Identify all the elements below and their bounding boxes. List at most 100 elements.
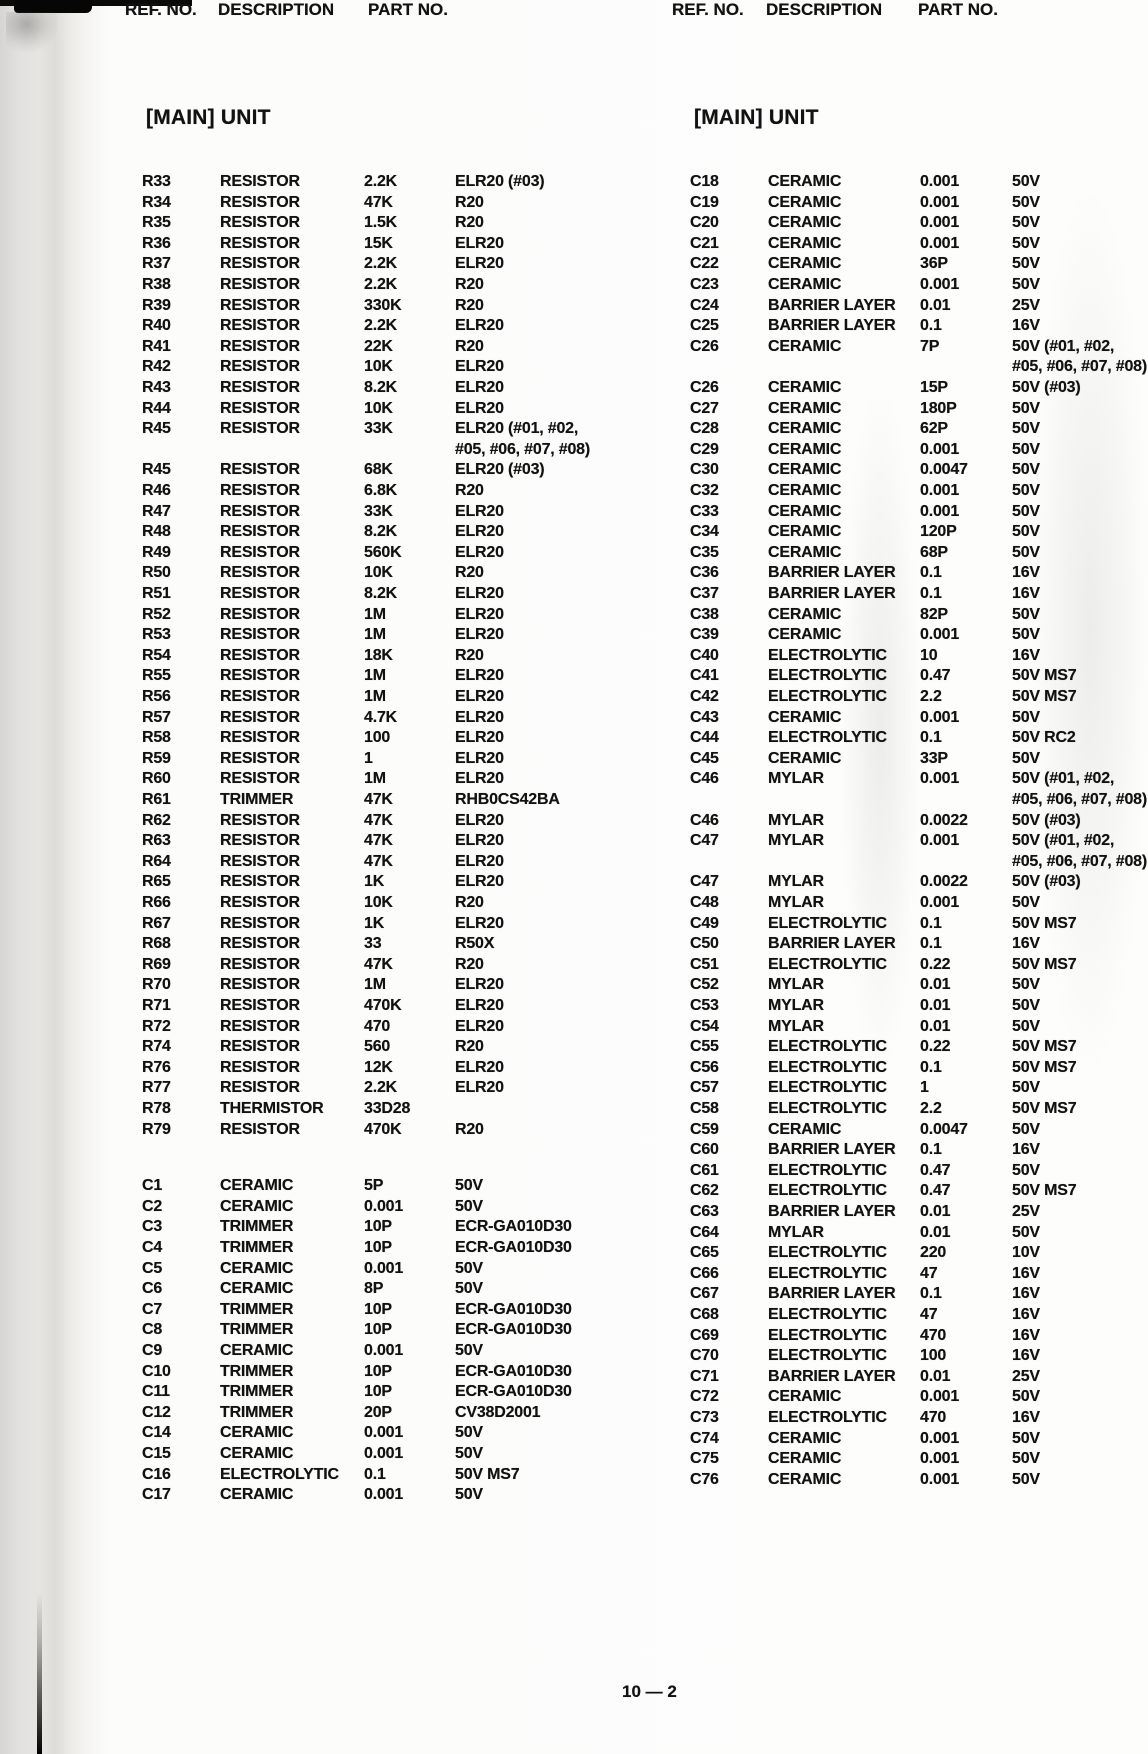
scan-bleedthrough — [1030, 180, 1148, 1080]
part-no-cell: 16V — [1012, 564, 1040, 582]
part-no-cell: 50V — [1012, 543, 1040, 561]
table-row: C38 CERAMIC 82P 50V — [0, 606, 1148, 627]
value-cell: 7P — [920, 337, 940, 355]
scan-bleedthrough — [840, 380, 920, 1080]
description-cell: RESISTOR — [220, 173, 300, 190]
description-cell: ELECTROLYTIC — [768, 1244, 887, 1262]
part-no-cell: ELR20 — [455, 770, 504, 788]
table-row: R48 RESISTOR 8.2K ELR20 — [0, 523, 1148, 544]
description-cell: CERAMIC — [768, 523, 842, 541]
table-row: C28 CERAMIC 62P 50V — [0, 420, 1148, 441]
ref-no-cell: C36 — [690, 564, 719, 582]
description-cell: CERAMIC — [768, 440, 842, 458]
value-cell: 0.001 — [920, 440, 960, 458]
ref-no-cell: R36 — [142, 234, 171, 252]
value-cell: 18K — [364, 646, 393, 664]
ref-no-cell: C68 — [690, 1306, 719, 1323]
table-row: C33 CERAMIC 0.001 50V — [0, 503, 1148, 524]
description-cell: CERAMIC — [768, 1470, 842, 1488]
table-row: C68 ELECTROLYTIC 47 16V — [0, 1306, 1148, 1327]
part-no-cell: 50V MS7 — [1012, 955, 1077, 973]
ref-no-cell: R51 — [142, 585, 171, 602]
part-no-cell: 50V — [1012, 523, 1040, 541]
part-no-cell: R20 — [455, 564, 484, 582]
value-cell: 1M — [364, 667, 386, 685]
ref-no-cell: C17 — [142, 1486, 171, 1504]
value-cell: 2.2 — [920, 1100, 942, 1117]
table-row: C75 CERAMIC 0.001 50V — [0, 1450, 1148, 1471]
description-cell: MYLAR — [768, 1223, 824, 1241]
description-cell: CERAMIC — [768, 379, 842, 396]
part-no-cell: 16V — [1012, 1141, 1040, 1159]
column-header-description: DESCRIPTION — [766, 0, 883, 19]
table-row: R69 RESISTOR 47K R20 — [0, 956, 1148, 977]
part-no-cell: 50V MS7 — [1012, 1038, 1077, 1056]
part-no-cell: 16V — [1012, 935, 1040, 953]
ref-no-cell: C56 — [690, 1058, 719, 1076]
ref-no-cell: R72 — [142, 1017, 171, 1035]
table-row: C12 TRIMMER 20P CV38D2001 — [0, 1404, 1148, 1425]
table-row: C74 CERAMIC 0.001 50V — [0, 1430, 1148, 1451]
part-no-cell: 50V — [1012, 749, 1040, 767]
part-no-cell: 50V — [1012, 605, 1040, 623]
ref-no-cell: C30 — [690, 461, 719, 479]
ref-no-cell: R79 — [142, 1120, 171, 1138]
ref-no-cell: C60 — [690, 1141, 719, 1159]
value-cell: 10P — [364, 1321, 392, 1339]
part-no-cell: 50V — [1012, 1017, 1040, 1035]
table-row: C60 BARRIER LAYER 0.1 16V — [0, 1141, 1148, 1162]
description-cell: TRIMMER — [220, 1362, 294, 1380]
description-cell: MYLAR — [768, 894, 824, 911]
part-no-cell: R20 — [455, 955, 484, 973]
value-cell: 0.1 — [920, 1141, 942, 1159]
ref-no-cell: C43 — [690, 708, 719, 726]
description-cell: RESISTOR — [220, 461, 300, 479]
table-row: R62 RESISTOR 47K ELR20 — [0, 812, 1148, 833]
table-row: C36 BARRIER LAYER 0.1 16V — [0, 564, 1148, 585]
value-cell: 1K — [364, 914, 385, 932]
table-row: C22 CERAMIC 36P 50V — [0, 255, 1148, 276]
ref-no-cell: C49 — [690, 914, 719, 932]
value-cell: 0.22 — [920, 1038, 951, 1056]
table-row: R59 RESISTOR 1 ELR20 — [0, 750, 1148, 771]
part-no-cell: R20 — [455, 337, 484, 355]
table-row: R77 RESISTOR 2.2K ELR20 — [0, 1079, 1148, 1100]
ref-no-cell: C69 — [690, 1326, 719, 1344]
part-no-cell: #05, #06, #07, #08) — [1012, 852, 1147, 870]
ref-no-cell: C26 — [690, 337, 719, 355]
description-cell: CERAMIC — [768, 214, 842, 232]
part-no-cell: 50V — [1012, 1470, 1040, 1488]
description-cell: RESISTOR — [220, 914, 300, 932]
ref-no-cell: C7 — [142, 1300, 163, 1318]
value-cell: 12K — [364, 1058, 393, 1076]
value-cell: 470 — [920, 1409, 947, 1426]
part-no-cell: 16V — [1012, 646, 1040, 664]
ref-no-cell: R44 — [142, 399, 171, 417]
ref-no-cell: C41 — [690, 667, 719, 685]
description-cell: ELECTROLYTIC — [768, 688, 887, 705]
part-no-cell: ELR20 (#03) — [455, 461, 545, 479]
table-row: R54 RESISTOR 18K R20 — [0, 647, 1148, 668]
ref-no-cell: R35 — [142, 214, 171, 232]
ref-no-cell: C16 — [142, 1465, 171, 1483]
description-cell: BARRIER LAYER — [768, 1285, 896, 1303]
description-cell: CERAMIC — [220, 1424, 294, 1442]
ref-no-cell: C26 — [690, 379, 719, 396]
table-row: C48 MYLAR 0.001 50V — [0, 894, 1148, 915]
table-row: C7 TRIMMER 10P ECR-GA010D30 — [0, 1301, 1148, 1322]
part-no-cell: R20 — [455, 276, 484, 293]
value-cell: 33D28 — [364, 1100, 411, 1117]
value-cell: 47K — [364, 955, 393, 973]
description-cell: ELECTROLYTIC — [768, 955, 887, 973]
ref-no-cell: C5 — [142, 1259, 163, 1277]
ref-no-cell: R62 — [142, 811, 171, 829]
value-cell: 0.001 — [920, 214, 960, 232]
value-cell: 0.01 — [920, 296, 951, 314]
table-row: R51 RESISTOR 8.2K ELR20 — [0, 585, 1148, 606]
description-cell: RESISTOR — [220, 997, 300, 1014]
ref-no-cell: R57 — [142, 708, 171, 726]
ref-no-cell: C46 — [690, 770, 719, 788]
description-cell: CERAMIC — [768, 708, 842, 726]
table-row: R57 RESISTOR 4.7K ELR20 — [0, 709, 1148, 730]
table-row: C6 CERAMIC 8P 50V — [0, 1280, 1148, 1301]
